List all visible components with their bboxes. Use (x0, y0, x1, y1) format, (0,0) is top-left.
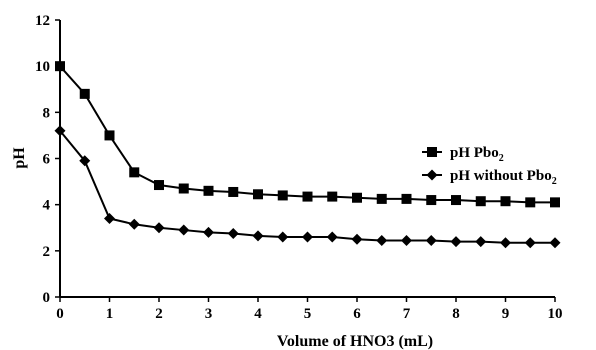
data-point (549, 237, 561, 249)
data-point (129, 167, 140, 178)
series-1 (55, 61, 560, 208)
legend-entry-1: pH Pbo2 (422, 145, 504, 164)
y-tick-label: 6 (43, 152, 51, 168)
data-point (252, 230, 264, 242)
data-point (327, 191, 338, 202)
data-point (203, 185, 214, 196)
data-point (500, 196, 511, 207)
data-point (253, 189, 263, 200)
data-point (450, 236, 462, 248)
y-tick-label: 0 (43, 290, 51, 306)
x-tick-label: 4 (254, 306, 262, 322)
data-point (178, 224, 190, 236)
data-point (376, 193, 387, 204)
data-point (326, 231, 338, 243)
y-axis-title: pH (11, 147, 28, 169)
data-point (203, 226, 214, 238)
data-point (351, 233, 363, 245)
legend-marker (427, 147, 437, 157)
data-point (302, 191, 313, 202)
data-point (178, 183, 189, 194)
data-point (376, 234, 388, 246)
data-point (154, 180, 164, 191)
y-tick-label: 4 (43, 198, 51, 214)
series-2 (54, 125, 561, 249)
data-point (352, 192, 362, 203)
data-point (277, 190, 288, 201)
data-point (500, 237, 511, 249)
x-tick-label: 6 (353, 306, 361, 322)
legend-marker (426, 169, 438, 181)
x-tick-label: 2 (155, 306, 163, 322)
data-point (525, 197, 536, 208)
data-point (55, 61, 65, 72)
legend-label: pH without Pbo2 (450, 168, 557, 187)
data-point (54, 125, 66, 137)
x-tick-label: 8 (452, 306, 460, 322)
x-axis-title: Volume of HNO3 (mL) (277, 333, 433, 350)
x-tick-label: 10 (548, 306, 563, 322)
data-point (302, 231, 313, 243)
series-layer (54, 61, 561, 249)
x-tick-label: 3 (205, 306, 213, 322)
legend-label: pH Pbo2 (450, 145, 504, 164)
legend-label-subscript: 2 (499, 153, 504, 164)
x-tick-label: 7 (403, 306, 411, 322)
data-point (401, 234, 412, 246)
legend-label-text: pH without Pbo (450, 168, 552, 184)
y-tick-label: 2 (43, 244, 51, 260)
legend-label-subscript: 2 (552, 176, 557, 187)
data-point (104, 213, 115, 225)
data-point (426, 195, 437, 206)
data-point (550, 197, 560, 208)
legend-label-text: pH Pbo (450, 145, 499, 161)
data-point (227, 228, 239, 240)
data-point (401, 193, 412, 204)
data-point (128, 218, 140, 230)
legend-entry-2: pH without Pbo2 (422, 168, 557, 187)
data-point (475, 236, 487, 248)
data-point (79, 155, 91, 167)
x-tick-label: 5 (304, 306, 312, 322)
data-point (277, 231, 289, 243)
data-point (451, 195, 461, 206)
data-point (524, 237, 536, 249)
y-tick-label: 10 (35, 59, 50, 75)
x-tick-label: 0 (56, 306, 64, 322)
y-tick-label: 12 (35, 13, 50, 29)
data-point (79, 88, 90, 99)
data-point (475, 196, 486, 207)
data-point (153, 222, 165, 234)
data-point (228, 186, 239, 197)
y-tick-label: 8 (43, 105, 51, 121)
data-point (104, 130, 115, 141)
data-point (425, 234, 437, 246)
x-tick-label: 1 (106, 306, 114, 322)
x-tick-label: 9 (502, 306, 510, 322)
